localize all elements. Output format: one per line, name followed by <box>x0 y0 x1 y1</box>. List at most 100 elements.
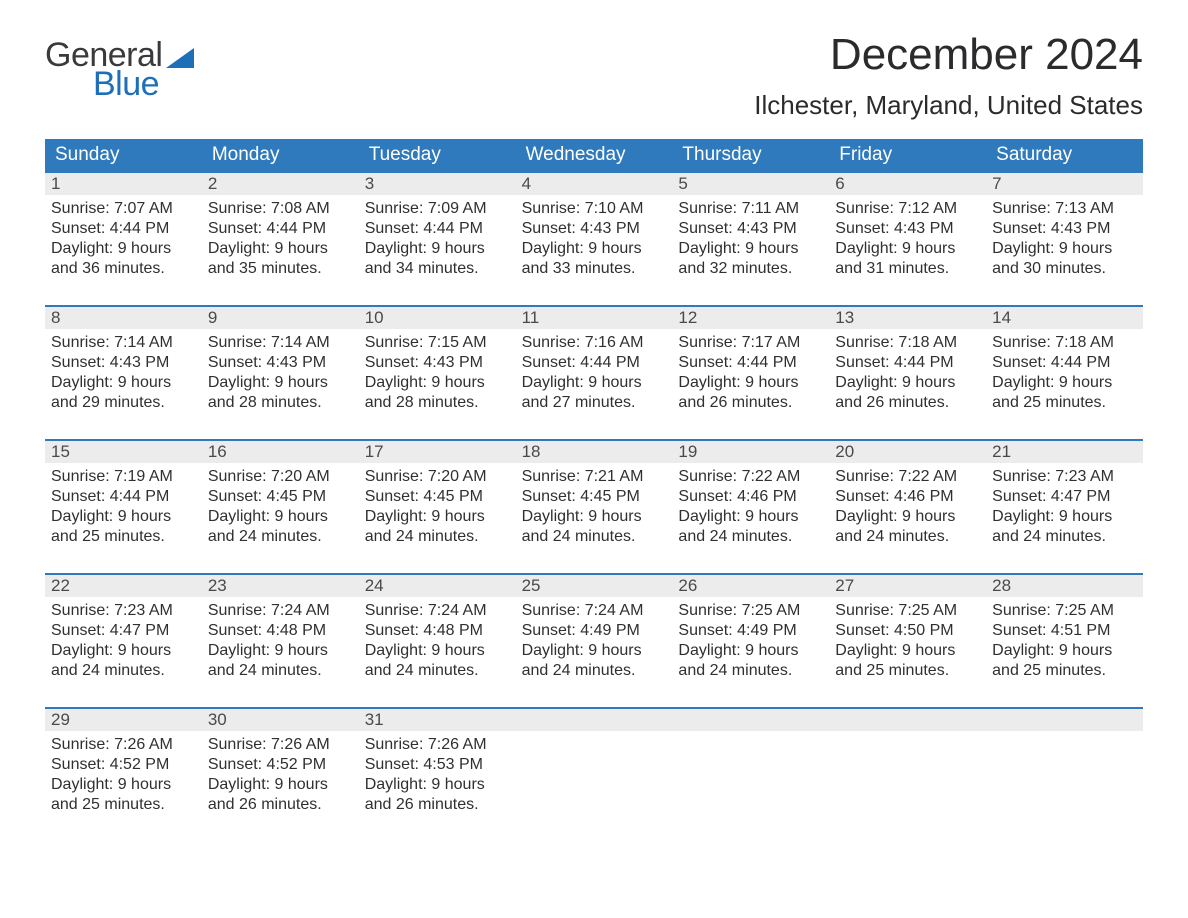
cell-body: Sunrise: 7:23 AMSunset: 4:47 PMDaylight:… <box>45 597 202 685</box>
day-number <box>829 709 986 731</box>
cell-body: Sunrise: 7:24 AMSunset: 4:48 PMDaylight:… <box>359 597 516 685</box>
dl2-text: and 26 minutes. <box>678 393 823 413</box>
week-row: 22Sunrise: 7:23 AMSunset: 4:47 PMDayligh… <box>45 573 1143 693</box>
sunset-text: Sunset: 4:49 PM <box>522 621 667 641</box>
sunrise-text: Sunrise: 7:25 AM <box>835 601 980 621</box>
calendar: Sunday Monday Tuesday Wednesday Thursday… <box>45 139 1143 827</box>
dl2-text: and 24 minutes. <box>365 527 510 547</box>
dl1-text: Daylight: 9 hours <box>365 239 510 259</box>
calendar-cell: 24Sunrise: 7:24 AMSunset: 4:48 PMDayligh… <box>359 575 516 693</box>
day-header: Saturday <box>986 139 1143 171</box>
sunrise-text: Sunrise: 7:15 AM <box>365 333 510 353</box>
dl2-text: and 24 minutes. <box>678 661 823 681</box>
calendar-cell: 29Sunrise: 7:26 AMSunset: 4:52 PMDayligh… <box>45 709 202 827</box>
calendar-cell: 30Sunrise: 7:26 AMSunset: 4:52 PMDayligh… <box>202 709 359 827</box>
sunrise-text: Sunrise: 7:10 AM <box>522 199 667 219</box>
dl1-text: Daylight: 9 hours <box>51 641 196 661</box>
dl1-text: Daylight: 9 hours <box>365 775 510 795</box>
day-number: 15 <box>45 441 202 463</box>
sunrise-text: Sunrise: 7:19 AM <box>51 467 196 487</box>
dl1-text: Daylight: 9 hours <box>835 373 980 393</box>
cell-body: Sunrise: 7:18 AMSunset: 4:44 PMDaylight:… <box>829 329 986 417</box>
calendar-cell: 23Sunrise: 7:24 AMSunset: 4:48 PMDayligh… <box>202 575 359 693</box>
day-header: Wednesday <box>516 139 673 171</box>
calendar-cell: 14Sunrise: 7:18 AMSunset: 4:44 PMDayligh… <box>986 307 1143 425</box>
day-number: 2 <box>202 173 359 195</box>
cell-body: Sunrise: 7:22 AMSunset: 4:46 PMDaylight:… <box>829 463 986 551</box>
dl1-text: Daylight: 9 hours <box>678 641 823 661</box>
header: General Blue December 2024 Ilchester, Ma… <box>45 30 1143 121</box>
calendar-cell <box>516 709 673 827</box>
week-row: 15Sunrise: 7:19 AMSunset: 4:44 PMDayligh… <box>45 439 1143 559</box>
calendar-cell: 7Sunrise: 7:13 AMSunset: 4:43 PMDaylight… <box>986 173 1143 291</box>
calendar-cell: 13Sunrise: 7:18 AMSunset: 4:44 PMDayligh… <box>829 307 986 425</box>
title-block: December 2024 Ilchester, Maryland, Unite… <box>754 30 1143 121</box>
sunrise-text: Sunrise: 7:24 AM <box>208 601 353 621</box>
sunset-text: Sunset: 4:53 PM <box>365 755 510 775</box>
day-header: Monday <box>202 139 359 171</box>
sunset-text: Sunset: 4:50 PM <box>835 621 980 641</box>
sunset-text: Sunset: 4:44 PM <box>51 219 196 239</box>
sunrise-text: Sunrise: 7:09 AM <box>365 199 510 219</box>
cell-body: Sunrise: 7:24 AMSunset: 4:48 PMDaylight:… <box>202 597 359 685</box>
dl1-text: Daylight: 9 hours <box>522 641 667 661</box>
sunset-text: Sunset: 4:45 PM <box>365 487 510 507</box>
sunrise-text: Sunrise: 7:21 AM <box>522 467 667 487</box>
sunset-text: Sunset: 4:48 PM <box>365 621 510 641</box>
sunrise-text: Sunrise: 7:14 AM <box>208 333 353 353</box>
day-number: 7 <box>986 173 1143 195</box>
sunset-text: Sunset: 4:46 PM <box>678 487 823 507</box>
day-header: Friday <box>829 139 986 171</box>
sunrise-text: Sunrise: 7:22 AM <box>835 467 980 487</box>
day-number: 17 <box>359 441 516 463</box>
cell-body: Sunrise: 7:09 AMSunset: 4:44 PMDaylight:… <box>359 195 516 283</box>
dl2-text: and 24 minutes. <box>678 527 823 547</box>
sunrise-text: Sunrise: 7:12 AM <box>835 199 980 219</box>
day-number: 6 <box>829 173 986 195</box>
dl2-text: and 24 minutes. <box>835 527 980 547</box>
calendar-cell: 6Sunrise: 7:12 AMSunset: 4:43 PMDaylight… <box>829 173 986 291</box>
sunrise-text: Sunrise: 7:25 AM <box>678 601 823 621</box>
cell-body: Sunrise: 7:25 AMSunset: 4:49 PMDaylight:… <box>672 597 829 685</box>
sunrise-text: Sunrise: 7:23 AM <box>51 601 196 621</box>
cell-body: Sunrise: 7:11 AMSunset: 4:43 PMDaylight:… <box>672 195 829 283</box>
dl1-text: Daylight: 9 hours <box>678 373 823 393</box>
dl1-text: Daylight: 9 hours <box>208 239 353 259</box>
dl1-text: Daylight: 9 hours <box>51 775 196 795</box>
calendar-cell: 15Sunrise: 7:19 AMSunset: 4:44 PMDayligh… <box>45 441 202 559</box>
dl2-text: and 30 minutes. <box>992 259 1137 279</box>
sail-icon <box>166 48 194 68</box>
calendar-cell: 16Sunrise: 7:20 AMSunset: 4:45 PMDayligh… <box>202 441 359 559</box>
sunrise-text: Sunrise: 7:18 AM <box>835 333 980 353</box>
calendar-cell <box>829 709 986 827</box>
calendar-cell: 27Sunrise: 7:25 AMSunset: 4:50 PMDayligh… <box>829 575 986 693</box>
dl2-text: and 29 minutes. <box>51 393 196 413</box>
day-number: 21 <box>986 441 1143 463</box>
cell-body: Sunrise: 7:14 AMSunset: 4:43 PMDaylight:… <box>45 329 202 417</box>
dl2-text: and 26 minutes. <box>365 795 510 815</box>
dl1-text: Daylight: 9 hours <box>835 641 980 661</box>
day-header: Tuesday <box>359 139 516 171</box>
dl1-text: Daylight: 9 hours <box>835 507 980 527</box>
sunset-text: Sunset: 4:51 PM <box>992 621 1137 641</box>
dl2-text: and 24 minutes. <box>51 661 196 681</box>
sunrise-text: Sunrise: 7:20 AM <box>365 467 510 487</box>
cell-body: Sunrise: 7:25 AMSunset: 4:50 PMDaylight:… <box>829 597 986 685</box>
dl1-text: Daylight: 9 hours <box>992 641 1137 661</box>
day-number: 28 <box>986 575 1143 597</box>
dl2-text: and 36 minutes. <box>51 259 196 279</box>
sunset-text: Sunset: 4:45 PM <box>522 487 667 507</box>
sunrise-text: Sunrise: 7:18 AM <box>992 333 1137 353</box>
dl2-text: and 34 minutes. <box>365 259 510 279</box>
dl1-text: Daylight: 9 hours <box>51 239 196 259</box>
dl1-text: Daylight: 9 hours <box>678 507 823 527</box>
dl2-text: and 26 minutes. <box>835 393 980 413</box>
sunset-text: Sunset: 4:52 PM <box>51 755 196 775</box>
day-number <box>986 709 1143 731</box>
sunset-text: Sunset: 4:43 PM <box>522 219 667 239</box>
day-number: 3 <box>359 173 516 195</box>
dl2-text: and 27 minutes. <box>522 393 667 413</box>
sunrise-text: Sunrise: 7:07 AM <box>51 199 196 219</box>
dl2-text: and 24 minutes. <box>365 661 510 681</box>
sunset-text: Sunset: 4:43 PM <box>835 219 980 239</box>
